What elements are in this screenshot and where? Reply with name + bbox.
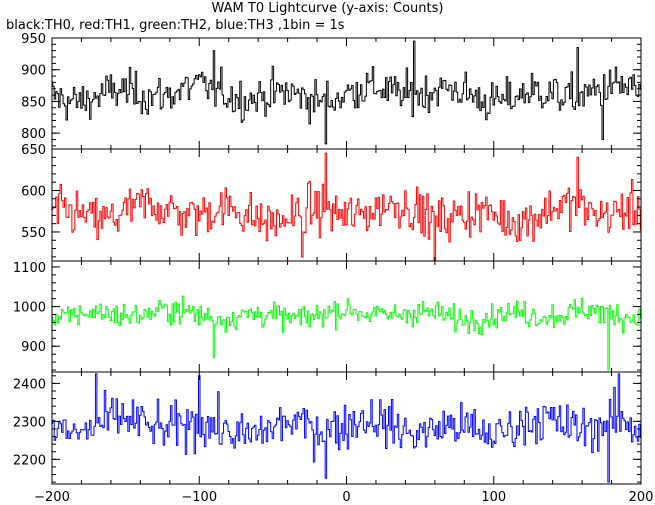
x-tick-label: 100 bbox=[481, 490, 506, 505]
y-tick-label: 900 bbox=[21, 64, 46, 79]
x-tick-label: 200 bbox=[629, 490, 654, 505]
x-tick-label: −100 bbox=[181, 490, 217, 505]
y-tick-label: 550 bbox=[21, 226, 46, 241]
y-tick-label: 950 bbox=[21, 32, 46, 47]
panel-th3: 2200 2300 2400 bbox=[13, 371, 642, 485]
y-tick-label: 2200 bbox=[13, 453, 46, 468]
panel-th2: 900 1000 1100 bbox=[13, 260, 642, 373]
y-tick-label: 850 bbox=[21, 95, 46, 110]
y-tick-label: 650 bbox=[21, 143, 46, 158]
panel-th1: 550 600 650 bbox=[21, 143, 642, 262]
panel-frame bbox=[51, 260, 642, 373]
y-tick-label: 1000 bbox=[13, 301, 46, 316]
y-tick-label: 600 bbox=[21, 184, 46, 199]
y-tick-label: 1100 bbox=[13, 261, 46, 276]
panel-frame bbox=[51, 148, 642, 262]
y-tick-label: 2300 bbox=[13, 415, 46, 430]
series-line-th0 bbox=[51, 40, 642, 145]
x-tick-label: 0 bbox=[342, 490, 350, 505]
chart-title: WAM T0 Lightcurve (y-axis: Counts) bbox=[211, 1, 444, 16]
x-tick-label: −200 bbox=[34, 490, 70, 505]
series-line-th2 bbox=[51, 295, 642, 371]
y-tick-label: 900 bbox=[21, 340, 46, 355]
panel-th0: 800 850 900 950 bbox=[21, 32, 642, 150]
chart-subtitle: black:TH0, red:TH1, green:TH2, blue:TH3 … bbox=[6, 18, 345, 33]
series-line-th3 bbox=[51, 373, 642, 483]
panel-frame bbox=[51, 371, 642, 485]
panel-frame bbox=[51, 37, 642, 150]
y-tick-label: 2400 bbox=[13, 377, 46, 392]
y-tick-label: 800 bbox=[21, 127, 46, 142]
series-line-th1 bbox=[51, 152, 642, 261]
